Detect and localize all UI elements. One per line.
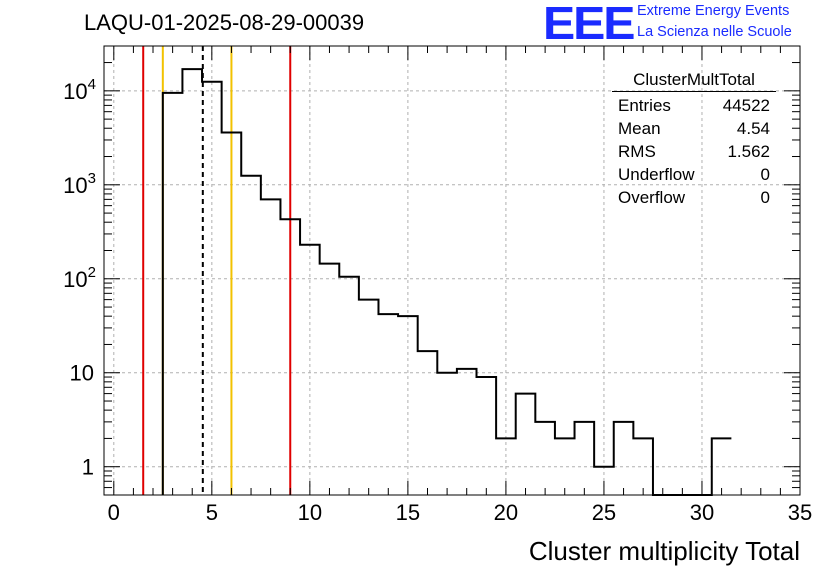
stats-row-mean: Mean 4.54: [612, 117, 776, 140]
histogram-bin: [163, 93, 183, 495]
logo-subtitle-1: Extreme Energy Events: [637, 3, 790, 19]
stats-label: Mean: [618, 119, 661, 138]
histogram-bin: [320, 264, 340, 495]
x-tick-label: 30: [690, 500, 714, 525]
stats-row-entries: Entries 44522: [612, 94, 776, 117]
x-tick-label: 5: [206, 500, 218, 525]
histogram-bin: [378, 314, 398, 495]
stats-row-underflow: Underflow 0: [612, 163, 776, 186]
stats-label: Entries: [618, 96, 671, 115]
stats-row-overflow: Overflow 0: [612, 186, 776, 209]
histogram-bin: [477, 377, 497, 495]
histogram-bin: [555, 438, 575, 495]
histogram-bin: [516, 394, 536, 495]
histogram-bin: [575, 422, 595, 495]
histogram-bin: [614, 422, 634, 495]
stats-title: ClusterMultTotal: [612, 70, 776, 92]
x-tick-label: 0: [108, 500, 120, 525]
plot-frame: [103, 45, 801, 496]
histogram-bin: [457, 369, 477, 495]
y-tick-label: 103: [63, 170, 96, 198]
eee-logo: EEE: [543, 0, 635, 49]
stats-label: RMS: [618, 142, 656, 161]
histogram-bin: [535, 422, 555, 495]
y-tick-label: 1: [82, 455, 94, 480]
histogram-outline: [161, 68, 732, 496]
stats-value: 1.562: [727, 142, 770, 161]
histogram-bin: [339, 277, 359, 495]
stats-value: 0: [760, 188, 770, 207]
x-tick-label: 15: [396, 500, 420, 525]
histogram-title: LAQU-01-2025-08-29-00039: [84, 10, 365, 35]
stats-box: ClusterMultTotal Entries 44522 Mean 4.54…: [612, 70, 776, 209]
stats-value: 0: [760, 165, 770, 184]
stats-row-rms: RMS 1.562: [612, 140, 776, 163]
histogram-bin: [437, 373, 457, 495]
stats-label: Overflow: [618, 188, 686, 207]
x-tick-label: 20: [494, 500, 518, 525]
y-tick-label: 102: [63, 264, 96, 292]
y-tick-label: 10: [70, 361, 94, 386]
x-tick-label: 35: [788, 500, 812, 525]
x-axis-label: Cluster multiplicity Total: [529, 536, 800, 566]
histogram-bin: [359, 300, 379, 495]
histogram-layer: [161, 68, 732, 496]
stats-label: Underflow: [618, 165, 695, 184]
stats-value: 44522: [722, 96, 770, 115]
histogram-bin: [241, 176, 261, 495]
axes-layer: 0 5 10 15 20 25 30 35 1 10 102 103 104: [63, 45, 812, 525]
stats-value: 4.54: [736, 119, 770, 138]
x-tick-label: 10: [298, 500, 322, 525]
x-tick-label: 25: [592, 500, 616, 525]
histogram-bin: [261, 199, 281, 495]
histogram-bin: [182, 69, 202, 495]
y-tick-label: 104: [63, 76, 96, 104]
logo-subtitle-2: La Scienza nelle Scuole: [637, 24, 792, 40]
marker-lines-layer: [142, 46, 292, 495]
